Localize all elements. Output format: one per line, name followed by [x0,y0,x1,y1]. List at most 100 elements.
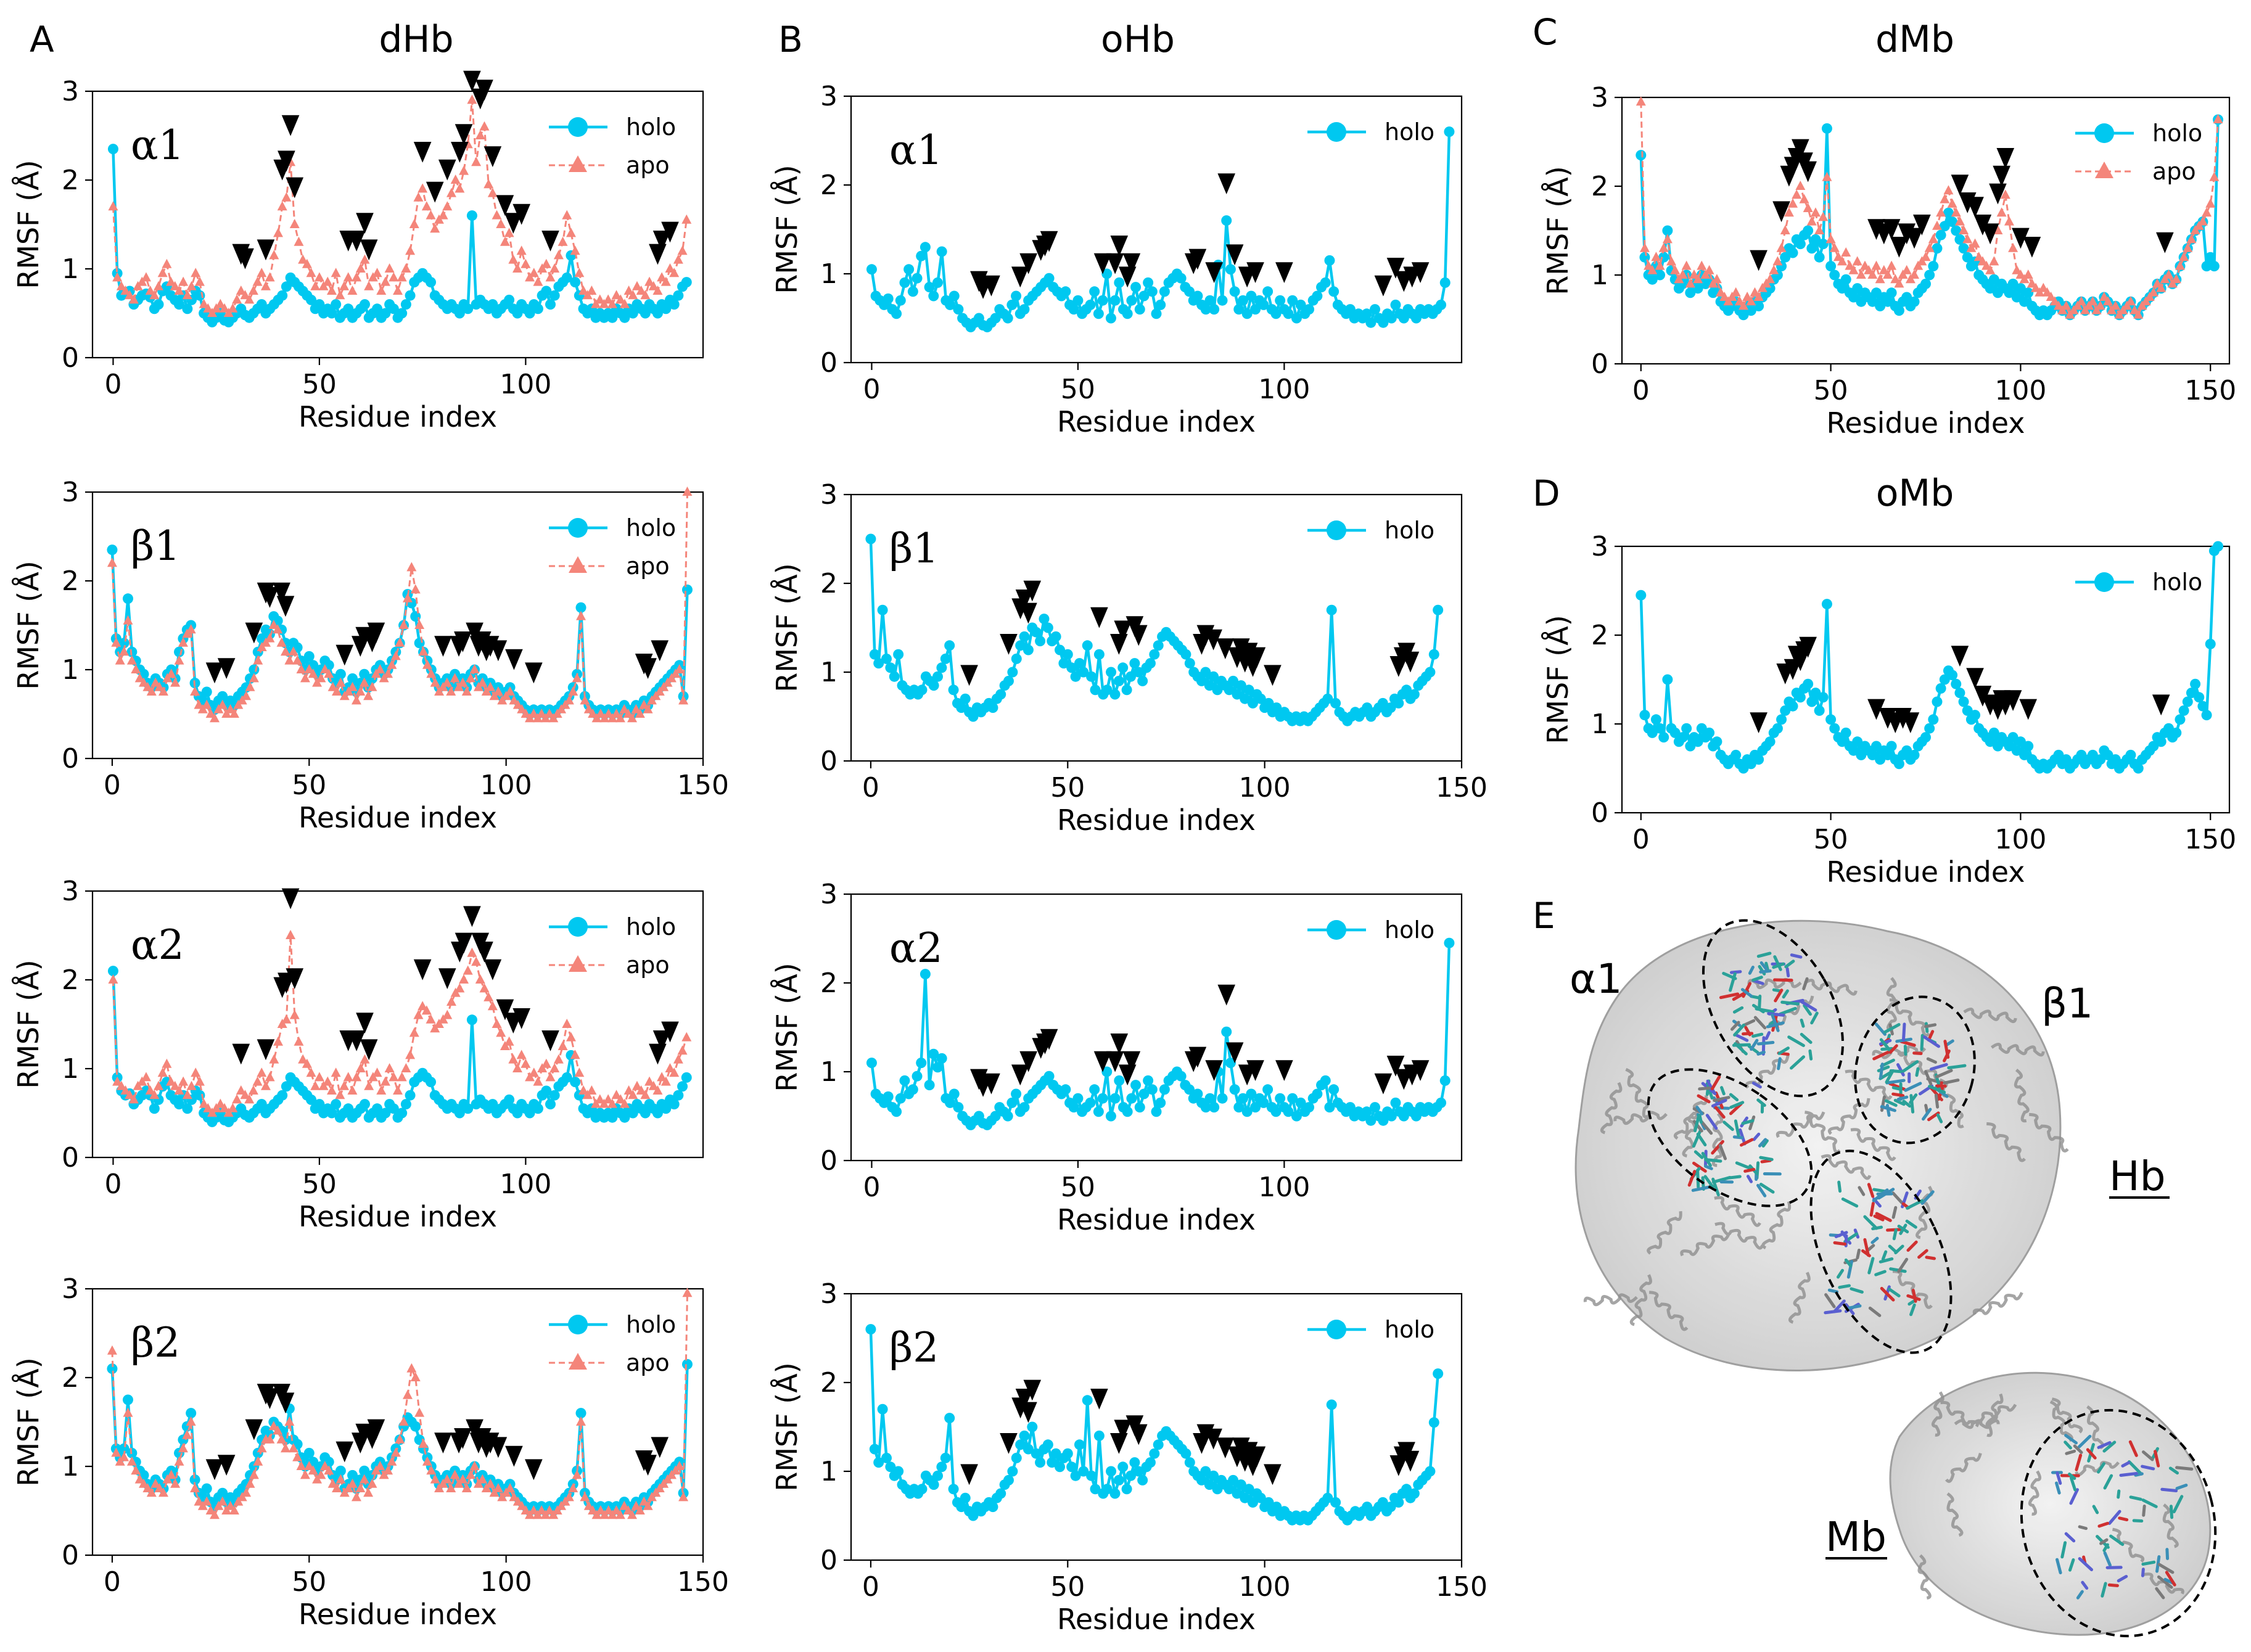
apo-point [175,655,184,665]
holo-point [194,290,205,301]
apo-point [562,210,572,220]
chain-label: α1 [889,126,943,174]
residue-stick [1905,1046,1906,1054]
chain-label: β1 [131,522,180,570]
holo-point [1114,1075,1124,1086]
residue-stick [1917,1069,1918,1075]
y-axis-label: RMSF (Å) [12,1357,45,1486]
apo-point [492,1019,502,1028]
holo-series-line [112,550,688,714]
apo-point [586,1085,596,1095]
apo-point [1921,252,1931,261]
x-axis-label: Residue index [1826,855,2025,889]
apo-point [393,286,403,295]
residue-stick [2080,1527,2086,1529]
holo-point [1209,1102,1219,1112]
holo-point [1126,295,1137,306]
apo-point [459,974,469,984]
apo-point [492,210,502,220]
holo-point [1019,631,1030,642]
marker-arrowhead [463,906,481,927]
holo-point [932,277,943,288]
holo-point [1011,1453,1022,1463]
holo-point [1436,1098,1446,1108]
holo-point [1098,295,1108,306]
marker-arrowhead [525,1459,543,1480]
holo-point [937,1053,947,1064]
apo-point [352,1072,361,1081]
holo-point [1093,1106,1104,1117]
apo-point [195,1077,205,1086]
apo-point [1731,287,1741,297]
holo-point [1122,1106,1133,1117]
apo-point [286,930,295,939]
holo-point [570,277,580,287]
legend-marker [1327,520,1346,540]
holo-point [1425,667,1435,678]
holo-point [1887,741,1897,752]
apo-point [344,272,353,281]
holo-point [1818,239,1829,249]
residue-stick [1787,969,1788,976]
holo-point [1636,590,1646,601]
marker-arrowhead [233,1044,250,1065]
marker-arrowhead [1011,1064,1029,1085]
apo-point [257,268,266,277]
residue-stick [1898,1097,1907,1099]
apo-point [1853,256,1862,265]
label-hb: Hb [2109,1153,2166,1200]
y-tick-label: 0 [820,1145,837,1177]
y-tick-label: 0 [820,1545,837,1576]
holo-point [924,1080,935,1090]
legend-label: holo [626,1311,676,1338]
residue-stick [1779,1059,1780,1069]
apo-series-line [113,935,686,1113]
holo-point [2202,710,2212,720]
residue-stick [1792,955,1801,957]
holo-point [1135,1102,1145,1112]
holo-point [1155,300,1166,310]
y-tick-label: 0 [1591,348,1608,380]
marker-arrowhead [1375,276,1393,297]
x-tick-label: 50 [1814,824,1848,855]
holo-point [920,242,931,252]
apo-point [191,1067,200,1077]
residue-stick [1801,1020,1803,1026]
apo-point [393,1085,403,1095]
chart-ohb-alpha1: 01230 50 100Residue indexRMSF (Å)α1 holo [770,81,1462,438]
residue-stick [2121,1473,2136,1475]
apo-point [517,1050,527,1059]
x-tick-label: 150 [1436,1571,1488,1603]
marker-arrowhead [277,596,295,617]
holo-point [107,545,117,555]
x-tick-label: 150 [677,1566,729,1598]
chain-label: β1 [889,525,939,572]
x-tick-label: 50 [1061,1172,1095,1203]
holo-point [1433,1368,1443,1379]
apo-point [508,255,518,264]
marker-arrowhead [649,244,667,265]
apo-point [504,1037,514,1046]
apo-point [2008,243,2018,252]
chain-label: α2 [889,924,943,972]
marker-arrowhead [206,662,224,683]
holo-point [940,654,951,664]
y-tick-label: 1 [62,1451,79,1482]
apo-point [284,655,294,665]
holo-point [1928,714,1938,725]
apo-point [541,1059,551,1068]
legend-marker [568,518,588,538]
apo-point [273,1037,283,1046]
apo-point [141,1072,151,1081]
apo-point [1803,203,1813,212]
residue-stick [1840,1286,1850,1288]
apo-point [1659,243,1669,252]
marker-arrowhead [505,1446,523,1467]
x-tick-label: 50 [1050,1571,1085,1603]
chain-label: β2 [889,1324,939,1371]
marker-arrowhead [484,960,502,980]
holo-point [1085,300,1095,310]
marker-arrowhead [1000,634,1018,655]
apo-point [307,268,316,277]
apo-point [682,487,692,496]
